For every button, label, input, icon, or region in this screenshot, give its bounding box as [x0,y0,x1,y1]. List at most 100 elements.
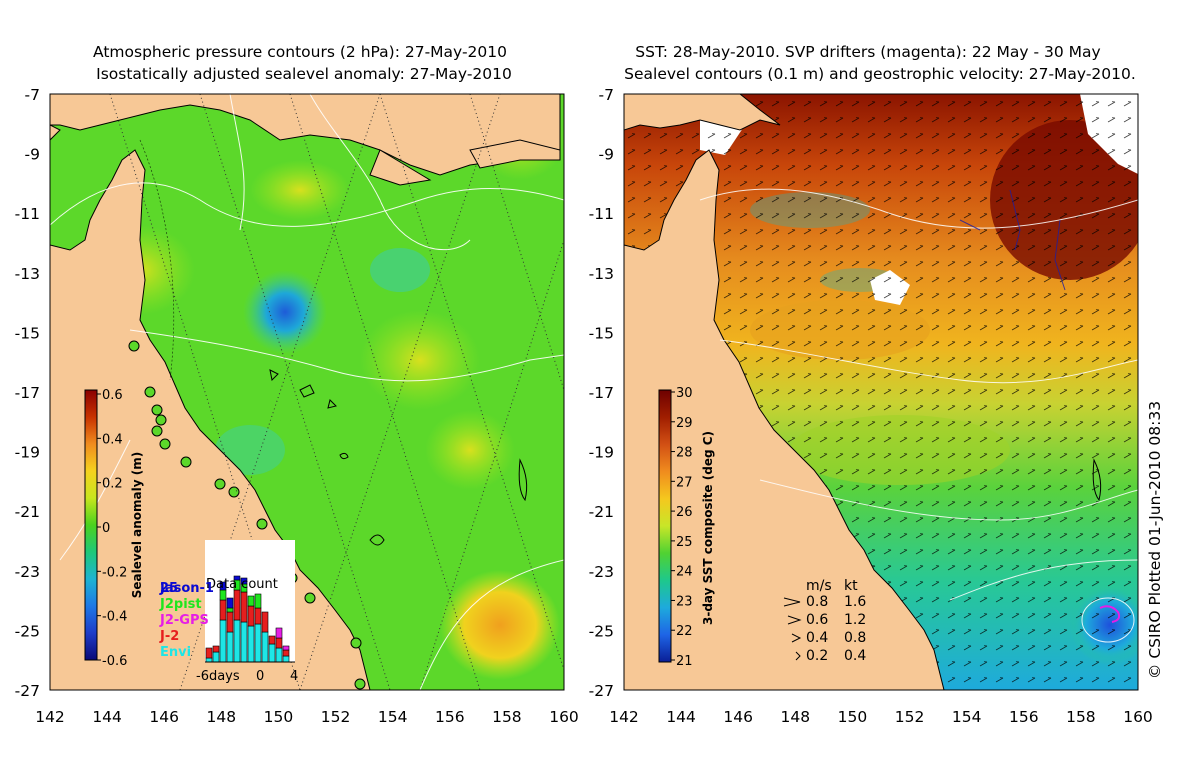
sla-colorbar-tick-label: 0.2 [102,477,123,492]
sst-colorbar-tick-label: 21 [676,654,693,669]
land-queensland-right [624,149,945,690]
histogram-legend-overlap: 25 [160,581,178,596]
histogram-bar [233,575,241,581]
histogram-bar [226,607,234,613]
x-tick-label: 158 [492,708,522,726]
sla-contours [139,139,175,381]
velocity-legend-ms: 0.2 [806,648,828,664]
y-tick-label: -9 [25,146,40,164]
x-tick-label: 144 [666,708,696,726]
histogram-bar [247,595,255,607]
velocity-legend: m/s kt 0.8 1.6 0.6 1.2 0.4 0.8 0.2 0.4 [783,578,866,664]
left-panel: Atmospheric pressure contours (2 hPa): 2… [49,43,565,691]
coastal-stations [128,340,366,690]
sst-colorbar-tick-label: 26 [676,505,693,520]
right-title-line2: Sealevel contours (0.1 m) and geostrophi… [624,65,1136,83]
y-tick-label: -19 [15,444,40,462]
y-tick-label: -11 [15,205,40,223]
histogram-bar [226,597,234,609]
y-tick-label: -15 [15,324,40,342]
histogram-bar [240,577,248,585]
velocity-legend-arrow [795,651,801,661]
x-tick-label: 148 [781,708,811,726]
histogram-legend-item: J2pist [159,597,202,612]
histogram-bar [261,611,269,633]
x-tick-label: 144 [92,708,122,726]
histogram-bar [219,581,227,591]
velocity-legend-kt: 0.8 [844,630,866,646]
x-tick-label: 156 [435,708,465,726]
histogram-bar [275,647,283,663]
low-sealevel-eddy [243,270,327,354]
x-tick-label: 142 [609,708,639,726]
y-tick-label: -19 [589,444,614,462]
velocity-legend-kt: 1.2 [844,612,866,628]
histogram-bar [205,657,213,663]
x-tick-label: 150 [838,708,868,726]
sst-colorbar-tick-label: 27 [676,475,693,490]
histogram-bar [219,619,227,663]
histogram-bar [205,647,213,659]
sla-colorbar-tick-label: 0.4 [102,432,123,447]
y-tick-label: -9 [599,146,614,164]
y-tick-label: -25 [15,622,40,640]
y-tick-label: -7 [25,86,40,104]
velocity-legend-header-kt: kt [844,578,858,594]
y-tick-label: -7 [599,86,614,104]
sst-colorbar-tick-label: 28 [676,446,693,461]
x-tick-label: 142 [35,708,65,726]
histogram-x-tick: 0 [256,669,264,684]
sst-colorbar: 30 29 28 27 26 25 24 23 22 21 3-day SST composite… [658,386,715,669]
sla-colorbar-tick-label: 0.6 [102,388,123,403]
histogram-legend-item: Envi [160,645,191,660]
sst-colorbar-tick-label: 30 [676,386,693,401]
sla-colorbar-tick-label: -0.2 [102,565,127,580]
histogram-bar [275,627,283,639]
histogram-legend-item: J-2 [159,629,179,644]
data-count-histogram: Data count Jason-1J2pistJ2-GPSJ-2Envi25 … [159,540,298,684]
x-tick-label: 154 [378,708,408,726]
x-tick-label: 156 [1009,708,1039,726]
y-tick-label: -23 [589,563,614,581]
sst-colorbar-tick-label: 29 [676,416,693,431]
histogram-bar [226,611,234,633]
sst-colorbar-label: 3-day SST composite (deg C) [701,431,715,625]
sealevel-contours [699,188,1138,643]
sla-colorbar-label: Sealevel anomaly (m) [130,452,144,598]
x-tick-label: 160 [549,708,579,726]
histogram-bar [268,635,276,645]
x-tick-label: 158 [1066,708,1096,726]
velocity-legend-ms: 0.8 [806,594,828,610]
y-tick-label: -13 [589,265,614,283]
x-tick-label: 152 [321,708,351,726]
histogram-bar [268,643,276,663]
sla-colorbar-tick-label: -0.6 [102,654,127,669]
sla-colorbar-tick-label: 0 [102,521,110,536]
y-tick-label: -21 [589,503,614,521]
land-louisiade-islands [369,149,432,186]
velocity-legend-kt: 0.4 [844,648,866,664]
histogram-bar [240,591,248,623]
histogram-bar [254,623,262,663]
sla-colorbar-tick-label: -0.4 [102,610,127,625]
velocity-legend-ms: 0.4 [806,630,828,646]
velocity-legend-arrow [783,597,801,607]
axis-tick-labels: -7 -9 -11 -13 -15 -17 -19 -21 -23 -25 -27 142 144 146… [15,86,1153,726]
y-tick-label: -17 [589,384,614,402]
histogram-bar [275,637,283,649]
x-tick-label: 146 [149,708,179,726]
histogram-bar [226,631,234,663]
y-tick-label: -17 [15,384,40,402]
y-tick-label: -25 [589,622,614,640]
velocity-legend-arrow [787,615,802,625]
velocity-legend-kt: 1.6 [844,594,866,610]
histogram-x-tick: -6days [196,669,240,684]
histogram-bar [212,651,220,663]
velocity-legend-header-ms: m/s [806,578,832,594]
right-map [624,94,1138,690]
histogram-legend-item: Jason-1 [159,581,214,596]
right-panel: SST: 28-May-2010. SVP drifters (magenta)… [623,43,1164,691]
csiro-credit: © CSIRO Plotted 01-Jun-2010 08:33 [1146,401,1164,679]
svp-drifter-tracks [1099,605,1121,623]
